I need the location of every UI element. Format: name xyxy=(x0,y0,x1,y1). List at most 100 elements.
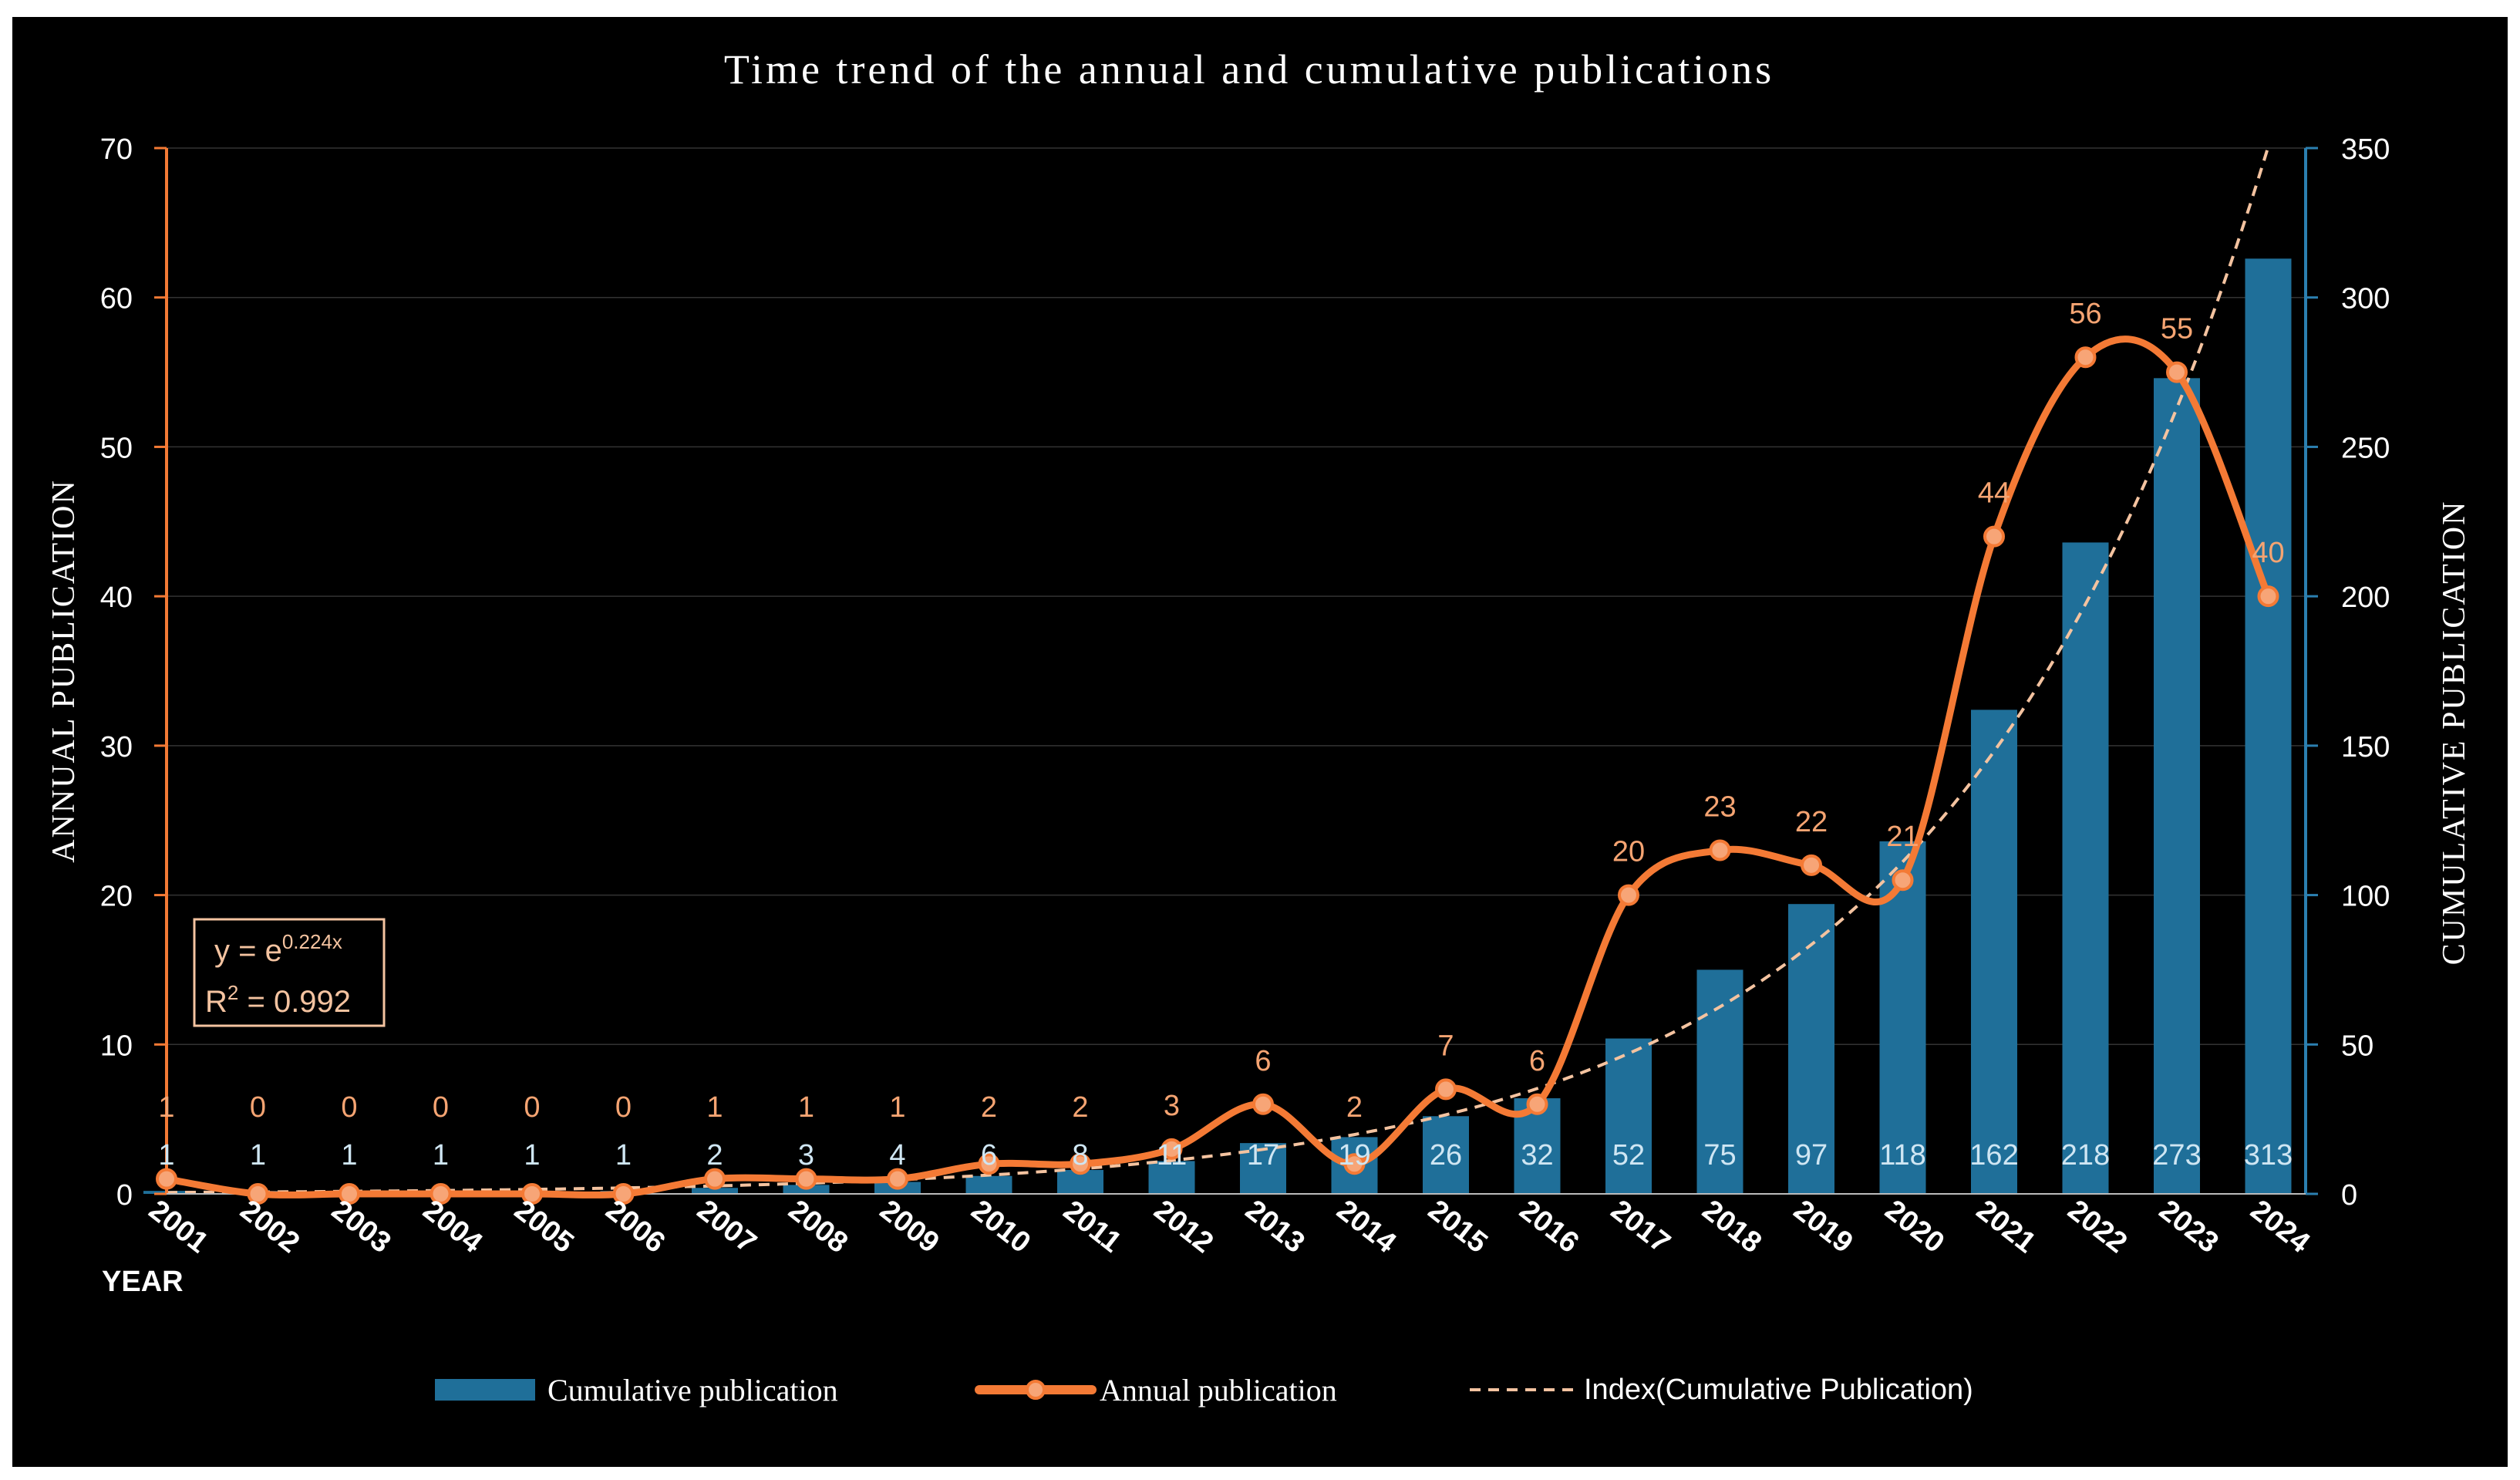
annual-value-label: 2 xyxy=(1072,1091,1088,1124)
y-tick-label-left: 10 xyxy=(100,1030,133,1062)
equation-text: y = e0.224x xyxy=(214,930,342,968)
bar-value-label: 32 xyxy=(1521,1139,1553,1172)
bar-value-label: 218 xyxy=(2061,1139,2110,1172)
bar-value-label: 1 xyxy=(341,1139,357,1172)
y-tick-label-right: 100 xyxy=(2341,881,2390,913)
y-axis-label-right: CUMULATIVE PUBLICATION xyxy=(2437,501,2472,966)
annual-value-label: 21 xyxy=(1886,821,1919,853)
y-tick-label-right: 0 xyxy=(2341,1179,2357,1212)
annual-marker xyxy=(1435,1078,1457,1101)
annual-value-label: 7 xyxy=(1437,1030,1454,1062)
bar-value-label: 313 xyxy=(2244,1139,2293,1172)
annual-value-label: 6 xyxy=(1255,1045,1271,1077)
bar-value-label: 118 xyxy=(1879,1139,1926,1172)
bar-cumulative xyxy=(1788,904,1834,1194)
annual-marker xyxy=(1983,525,2005,548)
y-tick-label-right: 200 xyxy=(2341,582,2390,614)
r2-label: R xyxy=(205,985,227,1019)
annual-line-series xyxy=(156,335,2279,1205)
bar-value-label: 19 xyxy=(1338,1139,1370,1172)
y-tick-label-right: 150 xyxy=(2341,731,2390,764)
annual-marker xyxy=(1618,884,1639,906)
y-tick-label-left: 60 xyxy=(100,283,133,315)
annual-marker xyxy=(1252,1093,1274,1115)
annual-marker xyxy=(1526,1093,1548,1115)
annual-marker xyxy=(1161,1138,1183,1160)
annual-marker xyxy=(2166,361,2188,383)
y-tick-label-left: 50 xyxy=(100,432,133,464)
bar-value-label: 1 xyxy=(250,1139,266,1172)
annual-marker xyxy=(1892,869,1914,892)
annual-marker xyxy=(978,1153,1000,1175)
legend-swatch-annual-marker xyxy=(1026,1380,1046,1400)
annual-value-label: 2 xyxy=(1346,1091,1363,1124)
annual-value-label: 0 xyxy=(341,1091,357,1124)
annual-marker xyxy=(612,1183,635,1205)
annual-marker xyxy=(156,1168,177,1190)
y-tick-label-left: 70 xyxy=(100,133,133,166)
bars-series xyxy=(143,258,2292,1194)
bar-value-label: 75 xyxy=(1703,1139,1736,1172)
bar-value-label: 3 xyxy=(798,1139,814,1172)
bar-cumulative xyxy=(692,1188,738,1194)
chart-background xyxy=(12,17,2508,1467)
annual-value-label: 1 xyxy=(798,1091,814,1124)
bar-value-label: 26 xyxy=(1430,1139,1462,1172)
data-labels: 1 1 1 1 1 1 2 3 4 6 8 11 17 19 26 32 52 75 97 118 162 218 273 3… xyxy=(158,298,2293,1172)
annual-marker xyxy=(1709,839,1731,861)
bar-cumulative xyxy=(2245,258,2292,1194)
annual-value-label: 1 xyxy=(158,1091,174,1124)
gridlines xyxy=(167,147,2306,1046)
annual-value-label: 1 xyxy=(889,1091,905,1124)
bar-cumulative xyxy=(1971,710,2017,1194)
bar-value-label: 162 xyxy=(1969,1139,2018,1172)
annual-value-label: 20 xyxy=(1612,836,1645,868)
bar-value-label: 4 xyxy=(889,1139,905,1172)
annual-marker xyxy=(1801,854,1822,876)
bar-value-label: 1 xyxy=(433,1139,449,1172)
y-tick-label-left: 40 xyxy=(100,582,133,614)
bar-value-label: 1 xyxy=(615,1139,632,1172)
annual-value-label: 22 xyxy=(1795,806,1828,838)
annual-value-label: 1 xyxy=(706,1091,723,1124)
bar-cumulative xyxy=(965,1175,1012,1194)
bar-value-label: 6 xyxy=(981,1139,997,1172)
bar-value-label: 1 xyxy=(524,1139,540,1172)
bar-value-label: 17 xyxy=(1247,1139,1279,1172)
annual-marker xyxy=(430,1183,452,1205)
y-tick-label-right: 250 xyxy=(2341,432,2390,464)
legend: Cumulative publication Annual publicatio… xyxy=(435,1373,1973,1408)
y-tick-label-right: 300 xyxy=(2341,283,2390,315)
bar-cumulative xyxy=(2062,542,2109,1194)
annual-value-label: 6 xyxy=(1529,1045,1545,1077)
annual-value-label: 55 xyxy=(2161,313,2193,346)
bar-value-label: 52 xyxy=(1612,1139,1645,1172)
annual-marker xyxy=(2257,585,2279,608)
bar-value-label: 8 xyxy=(1072,1139,1088,1172)
annual-value-label: 0 xyxy=(433,1091,449,1124)
equation-box-border xyxy=(193,918,386,1027)
annual-value-label: 0 xyxy=(524,1091,540,1124)
annual-marker xyxy=(247,1183,269,1205)
annual-value-label: 0 xyxy=(615,1091,632,1124)
bar-value-label: 97 xyxy=(1795,1139,1828,1172)
annual-value-label: 0 xyxy=(250,1091,266,1124)
bar-cumulative xyxy=(2154,378,2200,1194)
y-tick-label-left: 30 xyxy=(100,731,133,764)
bar-value-label: 1 xyxy=(158,1139,174,1172)
annual-value-label: 44 xyxy=(1978,477,2010,510)
bar-value-label: 273 xyxy=(2152,1139,2201,1172)
bar-cumulative xyxy=(1423,1116,1469,1194)
y-axis-label-left: ANNUAL PUBLICATION xyxy=(46,479,82,863)
annual-marker xyxy=(521,1183,543,1205)
y-tick-label-left: 0 xyxy=(116,1179,133,1212)
x-axis-label: YEAR xyxy=(102,1266,184,1298)
annual-value-label: 23 xyxy=(1703,791,1736,823)
annual-marker xyxy=(1070,1153,1091,1175)
bar-cumulative xyxy=(1605,1038,1652,1194)
r2-superscript: 2 xyxy=(227,981,238,1004)
legend-label-annual: Annual publication xyxy=(1100,1373,1337,1408)
annual-marker xyxy=(704,1168,726,1190)
